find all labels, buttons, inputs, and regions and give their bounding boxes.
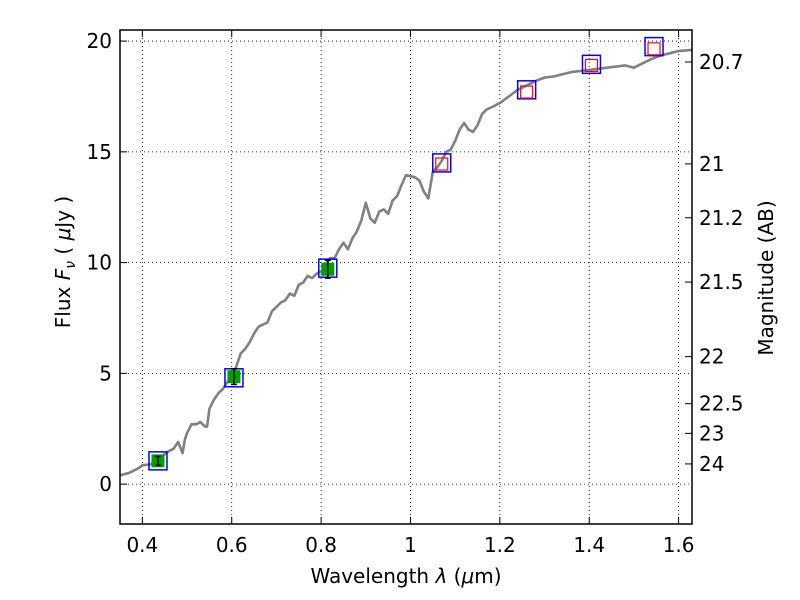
plot-frame — [119, 29, 693, 525]
model-photometry-point — [581, 54, 602, 75]
plot-series — [119, 48, 693, 477]
y-tick-label: 10 — [87, 251, 112, 275]
model-photometry-point — [148, 451, 168, 471]
magnitude-tick-label: 21 — [699, 152, 724, 176]
magnitude-tick-label: 23 — [699, 421, 724, 445]
x-tick-label: 0.6 — [216, 533, 248, 557]
y-tick-label: 5 — [99, 361, 112, 385]
x-tick-label: 0.4 — [126, 533, 158, 557]
y-tick-label: 20 — [87, 29, 112, 53]
photometry-markers — [148, 36, 664, 471]
x-tick-label: 1.2 — [484, 533, 516, 557]
x-tick-label: 1.4 — [573, 533, 605, 557]
axis-ticks: 0.4 0.6 0.8 1 1.2 1.4 1.6 0 5 10 15 20 20.7 21 21.2 21.… — [87, 29, 744, 557]
model-spectrum-line — [119, 48, 693, 477]
model-photometry-point — [644, 36, 664, 57]
x-axis-label: Wavelength λ (μm) — [310, 564, 501, 588]
x-tick-label: 1.6 — [663, 533, 695, 557]
magnitude-tick-label: 21.5 — [699, 270, 744, 294]
magnitude-tick-label: 22.5 — [699, 392, 744, 416]
magnitude-tick-label: 21.2 — [699, 206, 744, 230]
model-photometry-point — [432, 153, 452, 173]
observed-upper-limit-point — [435, 157, 449, 171]
y-axis-label: Flux Fν ( μJy ) — [51, 196, 79, 328]
observed-upper-limit-point — [520, 85, 534, 99]
magnitude-axis-label: Magnitude (AB) — [754, 200, 778, 355]
magnitude-tick-label: 22 — [699, 345, 724, 369]
magnitude-tick-label: 20.7 — [699, 50, 744, 74]
observed-upper-limit-point — [584, 58, 599, 73]
magnitude-tick-label: 24 — [699, 452, 724, 476]
y-tick-label: 15 — [87, 140, 112, 164]
observed-upper-limit-point — [647, 42, 661, 56]
x-tick-label: 0.8 — [305, 533, 337, 557]
grid-lines — [120, 30, 692, 524]
y-tick-label: 0 — [99, 472, 112, 496]
x-tick-label: 1 — [404, 533, 417, 557]
model-photometry-point — [516, 80, 537, 100]
